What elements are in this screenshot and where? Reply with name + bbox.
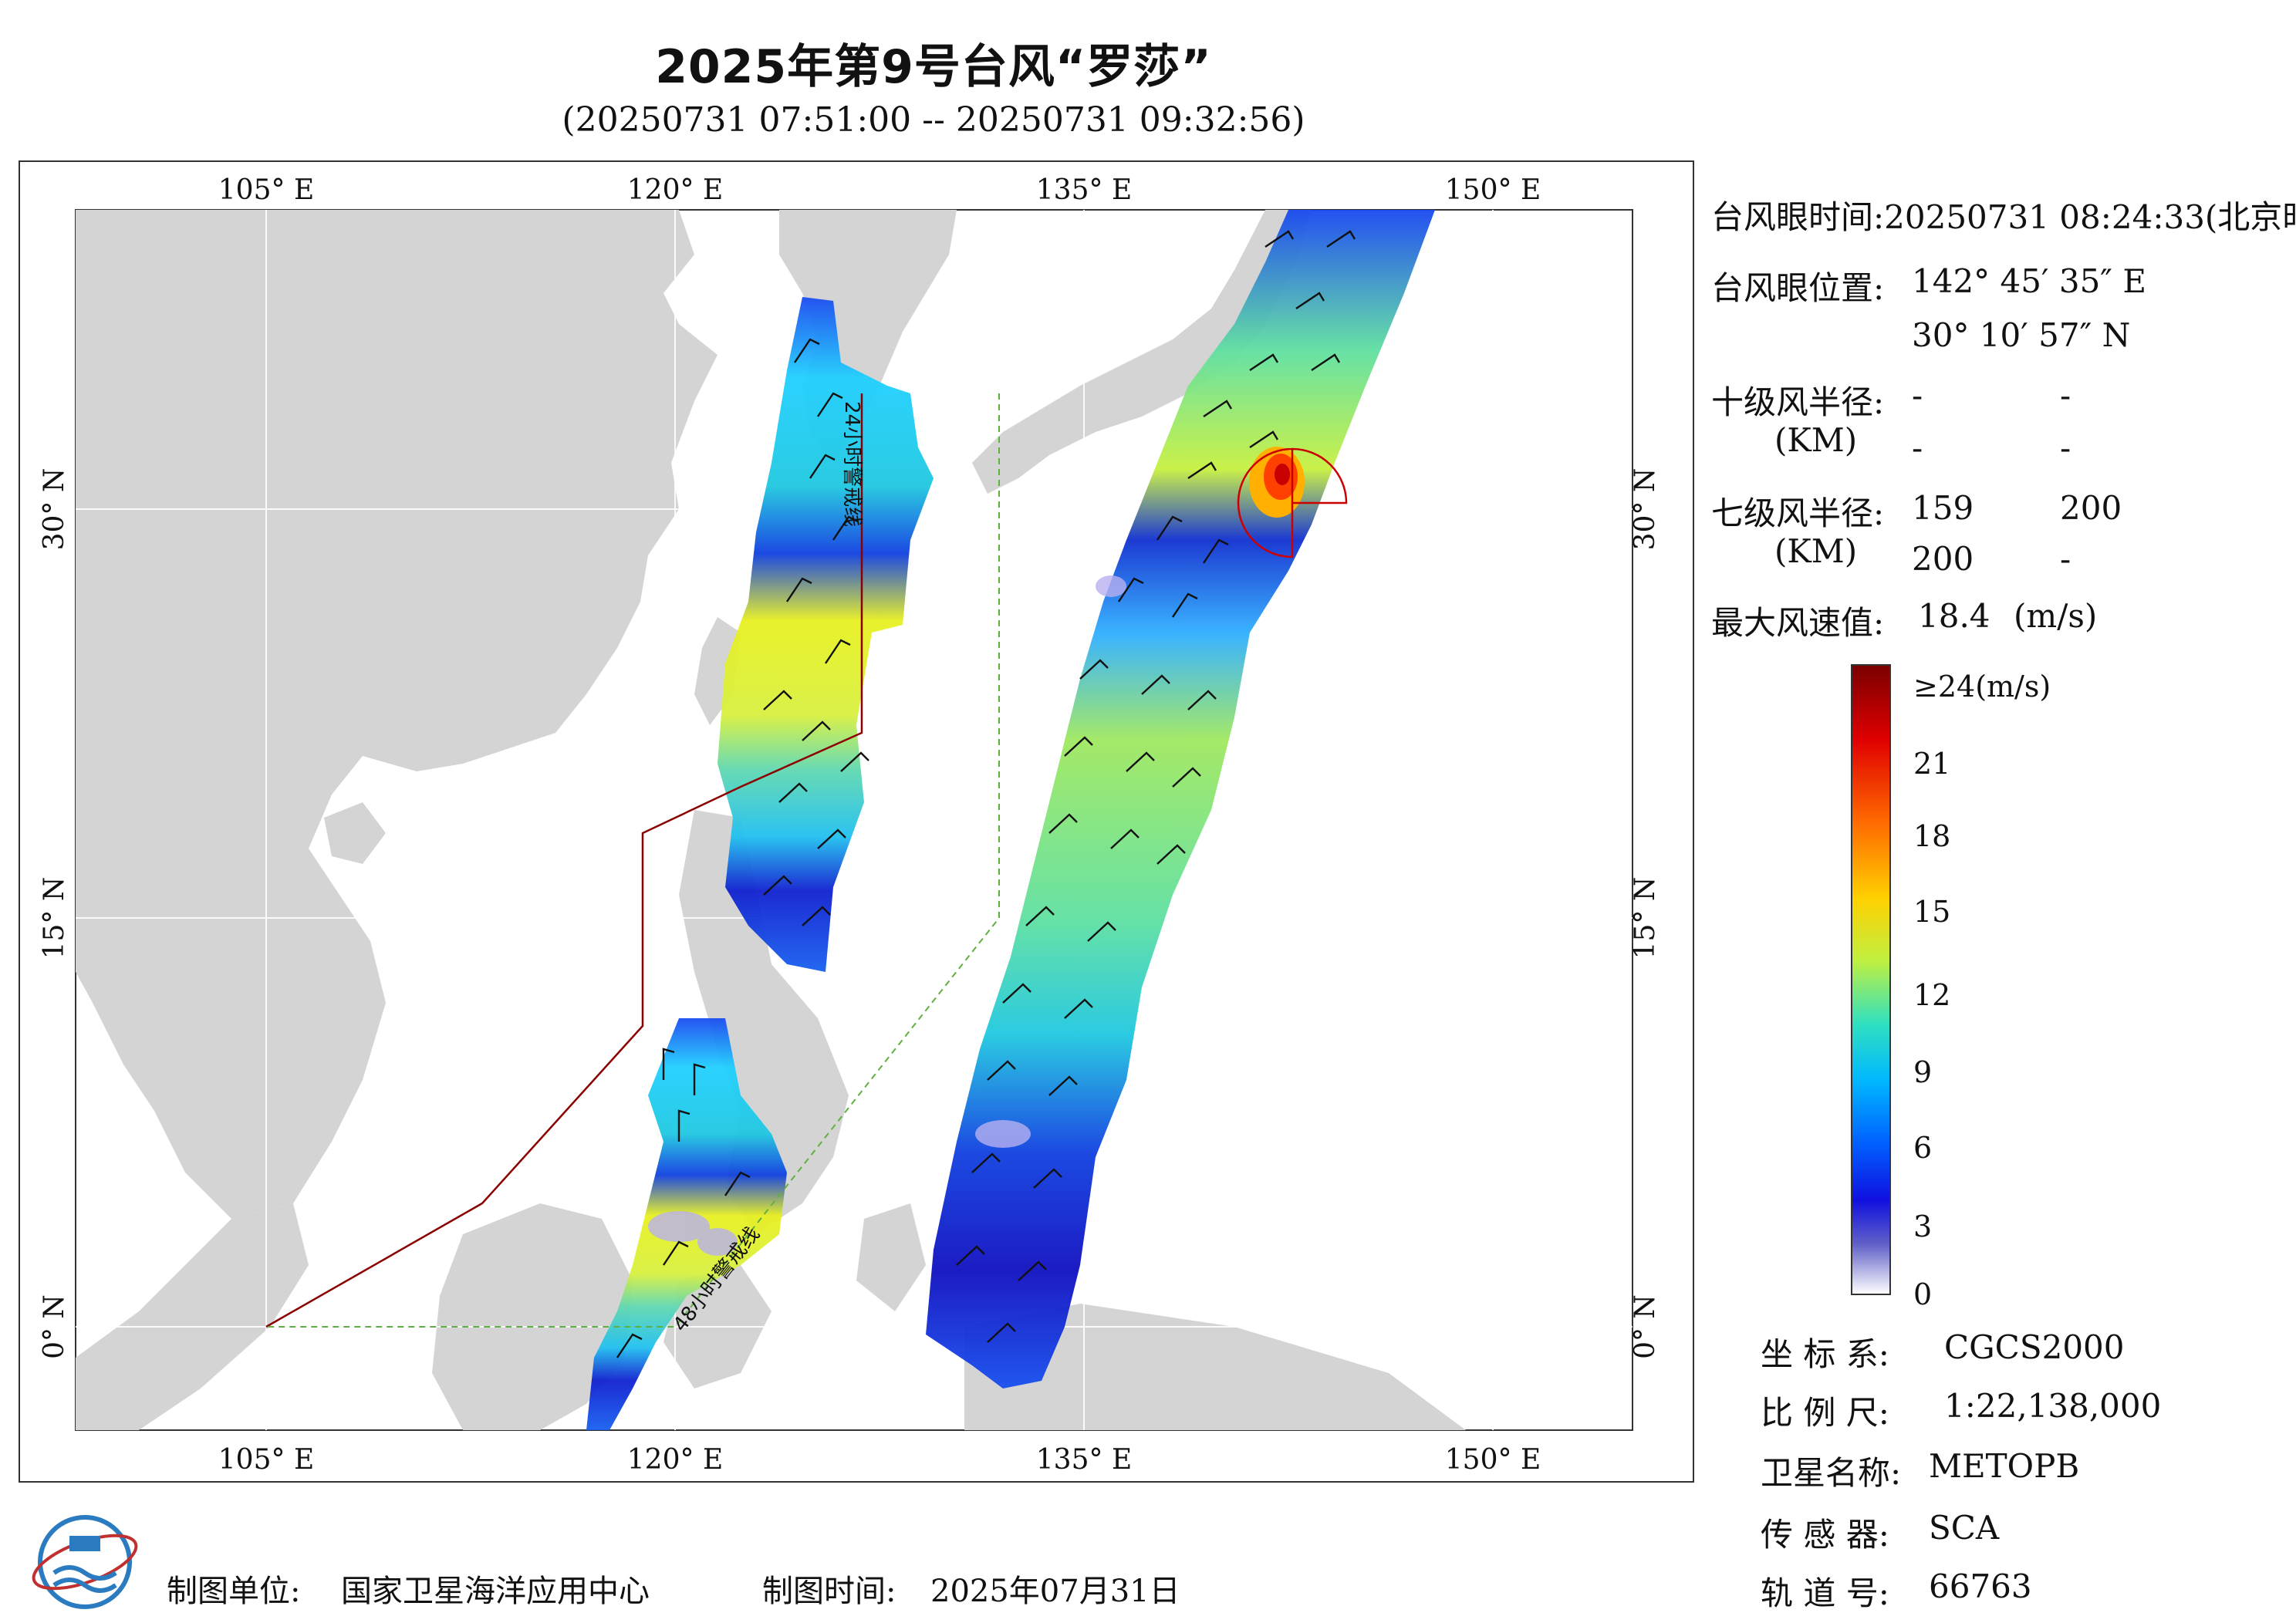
warning-line-24h [265, 393, 863, 1328]
orbit-value: 66763 [1929, 1567, 2032, 1605]
eye-time-label: 台风眼时间: [1711, 198, 1885, 236]
r7-value-ne: 159 [1912, 489, 1974, 527]
colorbar-label-0: 0 [1913, 1277, 1933, 1311]
date-label: 制图时间: [762, 1574, 896, 1609]
eye-lat: 30° 10′ 57″ N [1912, 316, 2131, 354]
land-philippines [679, 810, 849, 1234]
org-value: 国家卫星海洋应用中心 [341, 1574, 650, 1609]
lon-tick-bottom-150: 150° E [1445, 1444, 1541, 1476]
colorbar-label-24: ≥24(m/s) [1913, 670, 2051, 704]
lon-tick-bottom-120: 120° E [627, 1444, 723, 1476]
r10-value-sw: - [1912, 429, 1923, 467]
map-frame [19, 160, 1694, 1483]
scale-label: 比 例 尺: [1761, 1394, 1889, 1432]
r7-unit: (KM) [1774, 532, 1858, 570]
max-wind-value: 18.4 [1918, 597, 1990, 635]
wind-barbs [616, 230, 1356, 1358]
r10-value-ne: - [1912, 376, 1923, 414]
lat-tick-right-30: 30° N [1629, 468, 1661, 551]
land-sumatra-malaya [76, 1203, 309, 1430]
typhoon-core [1249, 447, 1305, 518]
max-wind-label: 最大风速值: [1711, 604, 1885, 642]
warning-line-24h-label: 24小时警戒线 [840, 401, 863, 527]
lon-tick-bottom-105: 105° E [218, 1444, 314, 1476]
nsoas-logo [32, 1515, 138, 1609]
lon-tick-bottom-135: 135° E [1036, 1444, 1132, 1476]
lat-tick-right-0: 0° N [1629, 1294, 1661, 1359]
date-value: 2025年07月31日 [930, 1574, 1180, 1609]
r7-value-se: 200 [2060, 489, 2122, 527]
lon-tick-top-135: 135° E [1036, 174, 1132, 206]
land-halmahera [856, 1203, 926, 1311]
sensor-value: SCA [1929, 1509, 2000, 1547]
r7-value-sw: 200 [1912, 540, 1974, 578]
satellite-value: METOPB [1929, 1447, 2080, 1485]
land-japan [972, 210, 1312, 494]
sensor-label: 传 感 器: [1761, 1516, 1889, 1554]
r7-label: 七级风半径: [1711, 494, 1885, 532]
colorbar-label-9: 9 [1913, 1055, 1933, 1089]
r10-value-nw: - [2060, 429, 2071, 467]
colorbar-label-15: 15 [1913, 895, 1951, 929]
warning-line-48h [266, 393, 1000, 1328]
lat-tick-right-15: 15° N [1629, 877, 1661, 960]
eye-lon: 142° 45′ 35″ E [1912, 262, 2146, 300]
lat-tick-left-30: 30° N [39, 468, 70, 551]
crs-label: 坐 标 系: [1761, 1335, 1889, 1373]
orbit-label: 轨 道 号: [1761, 1574, 1889, 1612]
r10-unit: (KM) [1774, 421, 1858, 459]
lon-tick-top-105: 105° E [218, 174, 314, 206]
colorbar-label-21: 21 [1913, 747, 1951, 781]
low-wind-patches [648, 575, 1126, 1256]
lat-tick-left-0: 0° N [39, 1294, 70, 1359]
r7-value-nw: - [2060, 540, 2071, 578]
org-label: 制图单位: [167, 1574, 301, 1609]
r10-label: 十级风半径: [1711, 383, 1885, 421]
swath-west [718, 297, 934, 972]
colorbar-label-6: 6 [1913, 1131, 1933, 1165]
swath-east [926, 210, 1435, 1388]
land-hainan [324, 802, 386, 864]
eye-time-row: 台风眼时间:20250731 08:24:33(北京时) [1711, 191, 2296, 238]
lat-tick-left-15: 15° N [39, 877, 70, 960]
map-subtitle: (20250731 07:51:00 -- 20250731 09:32:56) [562, 100, 1305, 140]
wind-radius-quadrant [1237, 447, 1348, 558]
colorbar-label-12: 12 [1913, 978, 1951, 1012]
land-new-guinea [964, 1304, 1466, 1430]
land-asia-mainland [76, 210, 718, 1219]
r10-value-se: - [2060, 376, 2071, 414]
lon-tick-top-120: 120° E [627, 174, 723, 206]
eye-time-value: 20250731 08:24:33(北京时) [1884, 198, 2296, 236]
colorbar-label-3: 3 [1913, 1210, 1933, 1243]
scale-value: 1:22,138,000 [1944, 1387, 2162, 1425]
land-borneo [432, 1203, 633, 1430]
map-title: 2025年第9号台风“罗莎” [655, 40, 1212, 94]
crs-value: CGCS2000 [1944, 1328, 2125, 1366]
max-wind-unit: (m/s) [2014, 597, 2098, 635]
colorbar [1851, 664, 1891, 1295]
satellite-label: 卫星名称: [1761, 1454, 1902, 1492]
lon-tick-top-150: 150° E [1445, 174, 1541, 206]
colorbar-label-18: 18 [1913, 819, 1951, 853]
eye-pos-label: 台风眼位置: [1711, 269, 1885, 307]
